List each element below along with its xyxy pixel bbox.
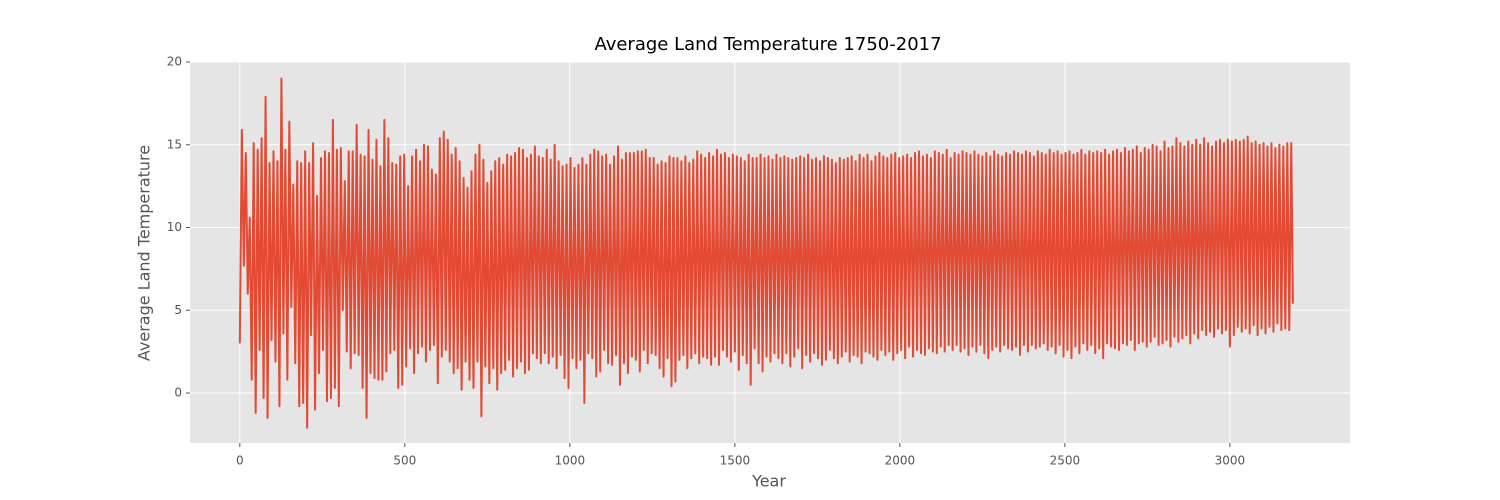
x-tick-label: 0 [236,454,244,468]
y-tick-label: 20 [167,55,182,69]
x-tick-label: 500 [393,454,416,468]
x-axis-label: Year [751,472,786,491]
x-tick-label: 2500 [1050,454,1081,468]
x-tick-label: 1000 [555,454,586,468]
y-tick-label: 0 [174,386,182,400]
x-tick-label: 2000 [885,454,916,468]
y-tick-label: 10 [167,220,182,234]
y-tick-label: 5 [174,303,182,317]
chart-title: Average Land Temperature 1750-2017 [594,34,941,55]
data-line [238,77,1294,429]
y-axis-label: Average Land Temperature [135,145,154,361]
x-tick-label: 3000 [1215,454,1246,468]
x-tick-label: 1500 [720,454,751,468]
y-tick-label: 15 [167,137,182,151]
